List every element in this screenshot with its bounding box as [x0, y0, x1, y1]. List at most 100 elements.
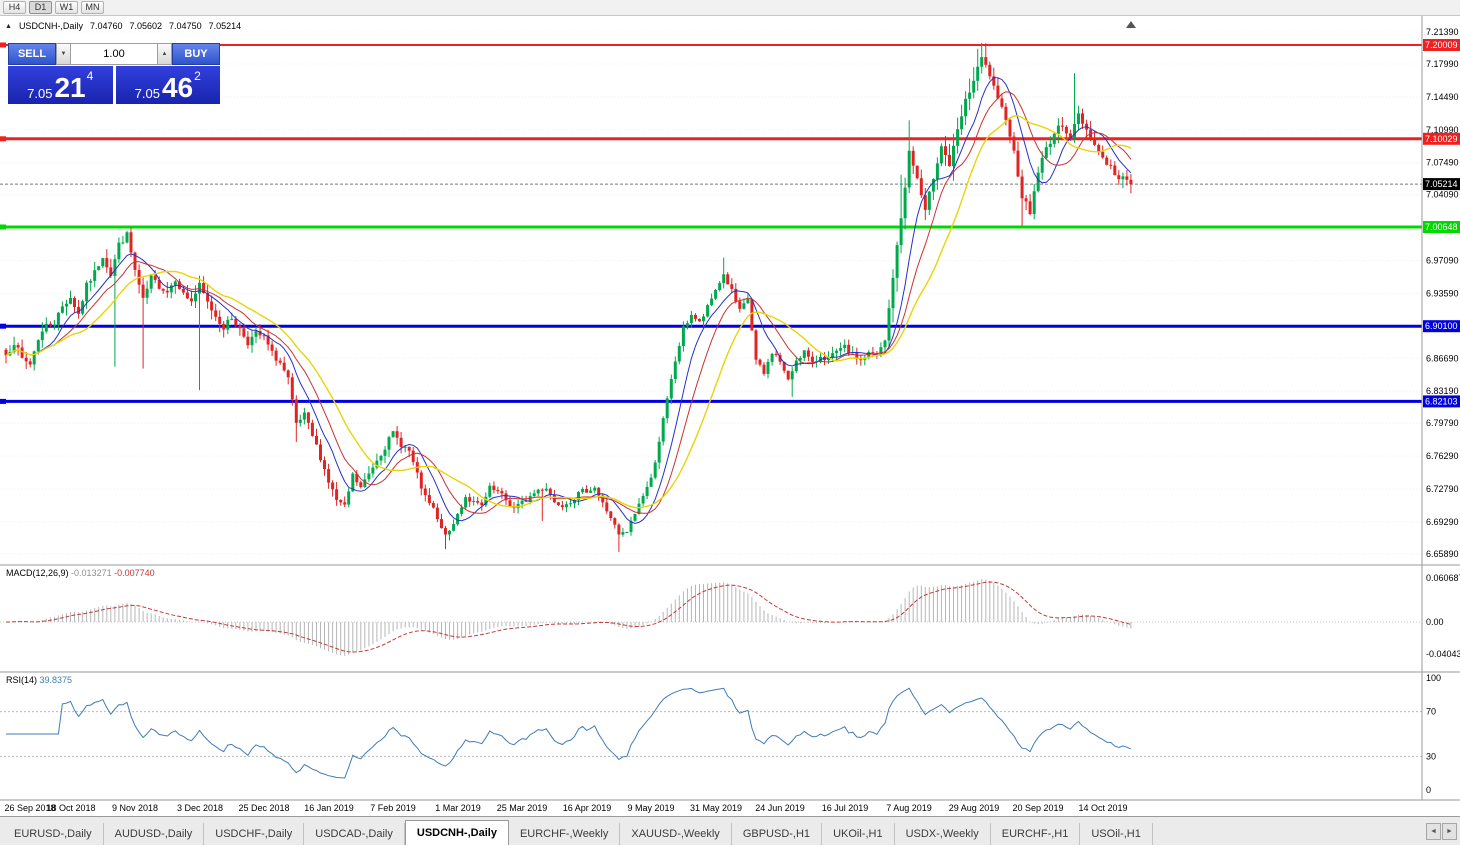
line-handle[interactable] [0, 136, 6, 142]
candle-body [1105, 157, 1109, 165]
timeframe-mn-button[interactable]: MN [81, 1, 104, 14]
timeframe-h4-button[interactable]: H4 [3, 1, 26, 14]
candle-body [944, 146, 947, 155]
chart-tab[interactable]: XAUUSD-,Weekly [620, 823, 732, 845]
date-label: 16 Jul 2019 [822, 803, 869, 813]
price-scale-label: 6.93590 [1426, 288, 1459, 298]
candle-body [407, 446, 411, 451]
candle-body [665, 398, 669, 419]
sell-price-pip: 4 [86, 69, 94, 83]
buy-button[interactable]: BUY [172, 43, 220, 65]
date-label: 25 Dec 2018 [238, 803, 289, 813]
candle-body [129, 232, 133, 253]
candle-body [738, 301, 742, 309]
candle-body [24, 357, 28, 362]
chart-shift-marker-icon [1126, 21, 1136, 28]
candle-body [1056, 125, 1060, 134]
chart-tab-active[interactable]: USDCNH-,Daily [404, 820, 509, 845]
buy-price-display[interactable]: 7.05 46 2 [115, 66, 220, 104]
candle-body [85, 282, 89, 302]
candle-body [456, 513, 460, 525]
chart-tab[interactable]: USOil-,H1 [1080, 823, 1153, 845]
candle-body [617, 524, 621, 535]
candle-body [97, 266, 101, 271]
sell-button[interactable]: SELL [8, 43, 56, 65]
candle-body [306, 412, 310, 423]
candle-body [722, 274, 726, 284]
price-scale-label: 6.69290 [1426, 517, 1459, 527]
volume-input[interactable] [71, 43, 157, 65]
candle-body [258, 331, 262, 336]
candle-body [1004, 106, 1008, 120]
chart-tab[interactable]: EURUSD-,Daily [3, 823, 104, 845]
chart-tab[interactable]: EURCHF-,Weekly [509, 823, 621, 845]
candle-body [375, 460, 379, 468]
line-handle[interactable] [0, 323, 6, 329]
date-label: 9 May 2019 [627, 803, 674, 813]
candle-body [468, 497, 472, 502]
line-handle[interactable] [0, 224, 6, 230]
chart-tab[interactable]: AUDUSD-,Daily [104, 823, 205, 845]
date-label: 9 Nov 2018 [112, 803, 158, 813]
candle-body [649, 477, 653, 487]
tab-scroll-left-button[interactable]: ◄ [1426, 823, 1441, 840]
price-scale-label: 6.72790 [1426, 484, 1459, 494]
candle-body [996, 85, 1000, 99]
candle-body [1052, 133, 1056, 144]
buy-price-pip: 2 [194, 69, 201, 83]
timeframe-w1-button[interactable]: W1 [55, 1, 78, 14]
moving-average-line [5, 91, 1132, 514]
candle-body [653, 462, 657, 478]
candle-body [65, 303, 68, 307]
candle-body [633, 513, 637, 521]
candle-body [185, 292, 189, 299]
candle-body [363, 479, 367, 488]
chart-tab[interactable]: EURCHF-,H1 [991, 823, 1081, 845]
candle-body [601, 495, 605, 503]
chart-tab[interactable]: UKOil-,H1 [822, 823, 895, 845]
sell-price-display[interactable]: 7.05 21 4 [8, 66, 113, 104]
candle-body [1089, 129, 1093, 140]
volume-decrement-button[interactable]: ▼ [56, 43, 71, 65]
candle-body [694, 314, 697, 319]
candle-body [93, 270, 97, 281]
chart-tab[interactable]: USDCHF-,Daily [204, 823, 305, 845]
candle-body [790, 371, 794, 380]
line-handle[interactable] [0, 42, 6, 48]
candle-body [262, 335, 266, 337]
candle-body [294, 399, 298, 423]
volume-increment-button[interactable]: ▲ [157, 43, 172, 65]
candle-body [508, 500, 512, 507]
date-label: 25 Mar 2019 [497, 803, 548, 813]
line-handle[interactable] [0, 398, 6, 404]
candle-body [105, 258, 109, 268]
candle-body [351, 473, 355, 492]
chart-tab[interactable]: USDX-,Weekly [895, 823, 991, 845]
timeframe-d1-button[interactable]: D1 [29, 1, 52, 14]
candle-body [1028, 201, 1032, 214]
chart-tab[interactable]: GBPUSD-,H1 [732, 823, 823, 845]
candle-body [1113, 165, 1117, 176]
candle-body [843, 344, 847, 348]
candle-body [883, 340, 887, 348]
candle-body [923, 195, 927, 210]
candle-body [194, 293, 197, 302]
date-label: 18 Oct 2018 [46, 803, 95, 813]
sell-price-big: 21 [54, 72, 86, 103]
candle-body [714, 290, 718, 299]
candle-body [238, 325, 242, 329]
candle-body [302, 412, 306, 420]
candle-body [1036, 172, 1040, 192]
chart-ohlc-header: ▲ USDCNH-,Daily 7.04760 7.05602 7.04750 … [5, 21, 241, 31]
candle-body [730, 284, 734, 289]
candle-body [40, 331, 44, 341]
candle-body [56, 312, 60, 325]
candle-body [609, 511, 613, 518]
tab-scroll-right-button[interactable]: ► [1442, 823, 1457, 840]
candle-body [1024, 198, 1028, 202]
candle-body [290, 377, 294, 400]
chart-tab[interactable]: USDCAD-,Daily [304, 823, 405, 845]
candle-body [1008, 119, 1012, 137]
